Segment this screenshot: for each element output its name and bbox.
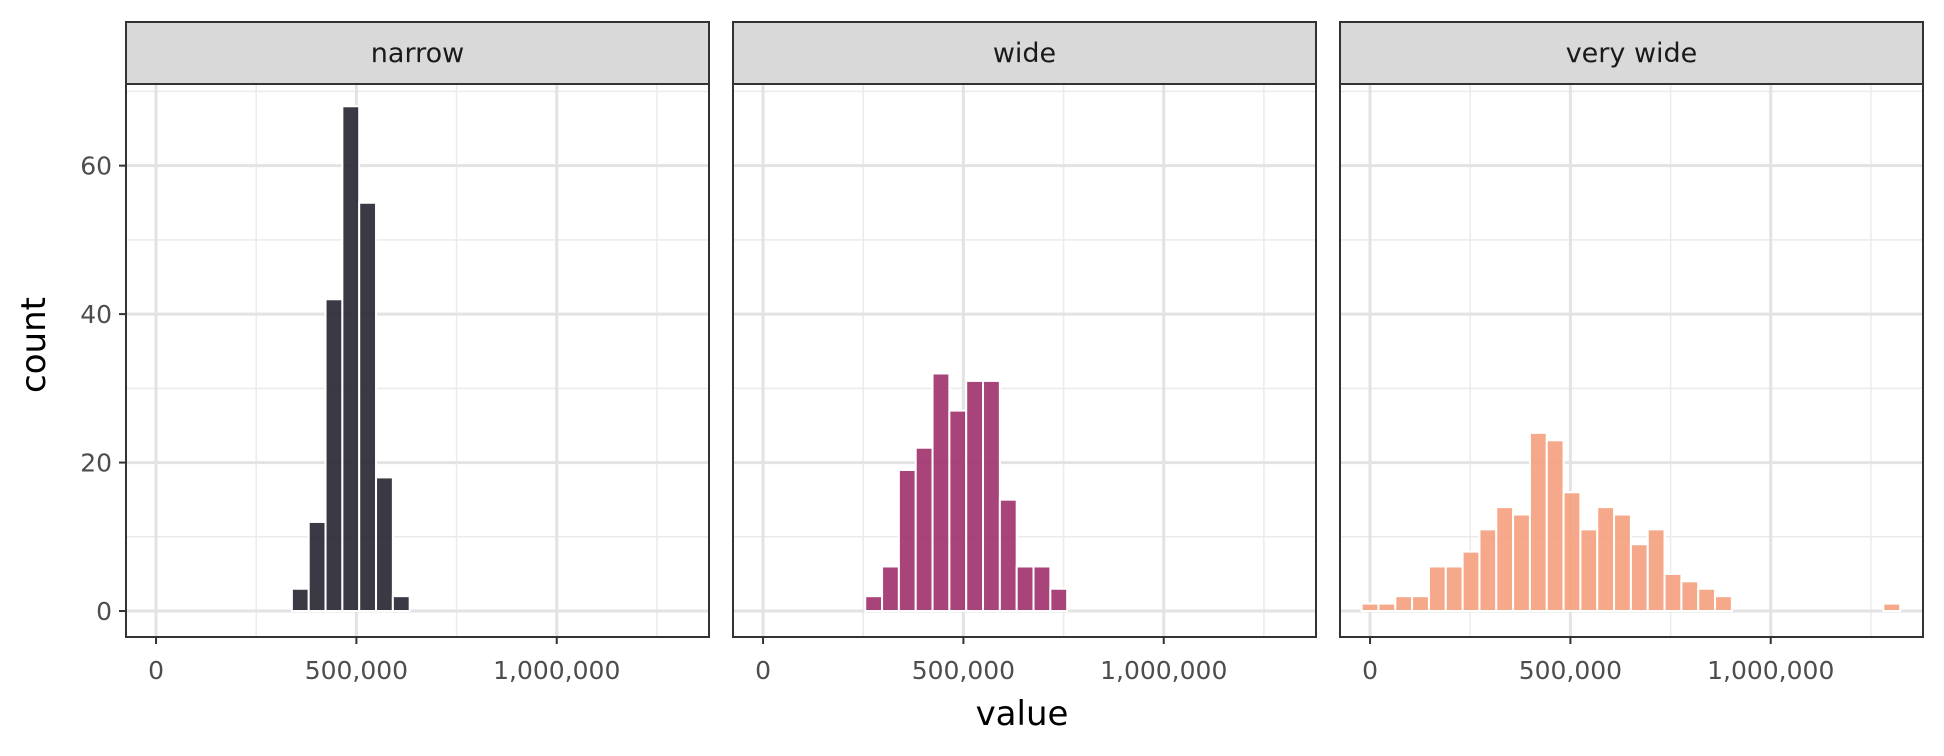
y-tick-label: 60 (80, 152, 112, 181)
histogram-bar (1495, 506, 1515, 613)
histogram-bar (1049, 587, 1069, 613)
histogram-bar (1032, 565, 1052, 613)
x-axis-title: value (976, 694, 1069, 734)
facet-panel-0: narrow 0 500,000 1,000,000 (125, 21, 710, 685)
y-axis: 0 20 40 60 (80, 152, 126, 626)
histogram-bar (324, 298, 344, 613)
x-tick-label: 0 (148, 656, 164, 685)
facet-panel-2: very wide 0 500,000 1,000,000 (1339, 21, 1924, 685)
histogram-bar (1377, 602, 1397, 613)
panel-border (1339, 83, 1924, 638)
histogram-bar (1629, 543, 1649, 613)
histogram-bar (1411, 595, 1430, 613)
plot-background (733, 84, 1316, 637)
histogram-bar (1613, 513, 1632, 613)
histogram-bar (982, 379, 1001, 613)
y-axis-title: count (14, 297, 54, 393)
histogram-bar (1697, 587, 1717, 613)
histogram-bar (1562, 491, 1582, 613)
histogram-bar (1512, 513, 1531, 613)
facet-strip-label: very wide (1566, 38, 1698, 69)
facet-strip-label: wide (993, 38, 1056, 69)
panel-border (732, 83, 1317, 638)
histogram-bar (1680, 580, 1700, 613)
x-tick-label: 0 (755, 656, 771, 685)
panel-border (125, 83, 710, 638)
histogram-bar (948, 409, 968, 613)
histogram-bar (1596, 506, 1616, 613)
histogram-bar (897, 468, 917, 613)
plot-background (126, 84, 709, 637)
histogram-bar (931, 372, 951, 613)
histogram-bar (1545, 439, 1565, 613)
histogram-bar (1882, 602, 1902, 613)
histogram-bar (1528, 431, 1548, 613)
histogram-bar (1015, 565, 1035, 613)
histogram-bar (391, 595, 411, 613)
histogram-bar (358, 201, 378, 613)
histogram-bar (307, 520, 327, 613)
histogram-bar (1427, 565, 1447, 613)
histogram-bar (1360, 602, 1380, 613)
x-tick-label: 1,000,000 (1100, 656, 1227, 685)
histogram-bar (1444, 565, 1464, 613)
x-tick-label: 1,000,000 (493, 656, 620, 685)
x-tick-label: 500,000 (305, 656, 408, 685)
y-tick-label: 40 (80, 300, 112, 329)
histogram-bar (290, 587, 310, 613)
histogram-bar (375, 476, 394, 613)
histogram-bar (1461, 550, 1481, 613)
histogram-bar (864, 595, 884, 613)
histogram-bar (1646, 528, 1666, 613)
facet-strip (732, 21, 1317, 85)
facet-panel-1: wide 0 500,000 1,000,000 (732, 21, 1317, 685)
histogram-bar (341, 105, 361, 613)
x-tick-label: 1,000,000 (1707, 656, 1834, 685)
facet-strip-label: narrow (371, 38, 464, 69)
x-tick-label: 0 (1362, 656, 1378, 685)
histogram-bar (998, 498, 1018, 613)
y-tick-label: 0 (96, 597, 112, 626)
facet-strip (125, 21, 710, 85)
histogram-bar (965, 379, 985, 613)
histogram-bar (1478, 528, 1498, 613)
x-tick-label: 500,000 (1519, 656, 1622, 685)
histogram-bar (1394, 595, 1414, 613)
histogram-bar (1579, 528, 1599, 613)
y-tick-label: 20 (80, 449, 112, 478)
facet-panels: narrow 0 500,000 1,000,000 wide 0 500,000 1,000… (125, 21, 1924, 685)
x-tick-label: 500,000 (912, 656, 1015, 685)
histogram-bar (1663, 572, 1683, 613)
histogram-bar (881, 565, 900, 613)
facet-strip (1339, 21, 1924, 85)
histogram-bar (914, 446, 934, 613)
histogram-bar (1714, 595, 1733, 613)
